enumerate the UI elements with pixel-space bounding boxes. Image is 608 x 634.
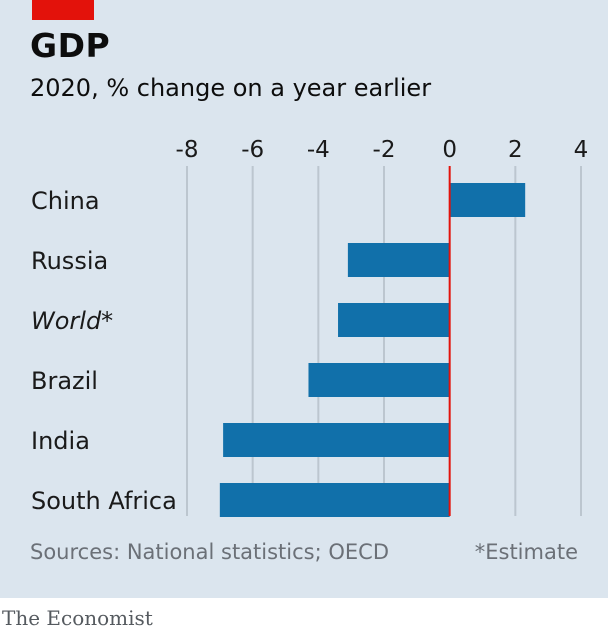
chart-title: GDP xyxy=(30,26,111,65)
bar xyxy=(223,423,450,457)
category-label: South Africa xyxy=(31,487,177,515)
x-tick-label: 4 xyxy=(574,137,589,163)
estimate-footnote: *Estimate xyxy=(474,540,578,564)
source-note: Sources: National statistics; OECD xyxy=(30,540,389,564)
gridlines xyxy=(186,166,582,516)
bar xyxy=(449,183,526,217)
publisher-brand: The Economist xyxy=(2,606,153,630)
bar xyxy=(219,483,450,517)
x-tick-label: -4 xyxy=(307,137,330,163)
category-label: World* xyxy=(31,307,113,335)
chart-subtitle: 2020, % change on a year earlier xyxy=(30,74,432,102)
bar-chart: -8 -6 -4 -2 0 2 4 China Russia World* Brazil India… xyxy=(31,137,589,517)
x-tick-label: -2 xyxy=(373,137,396,163)
x-tick-label: -6 xyxy=(241,137,264,163)
bar xyxy=(347,243,450,277)
brand-red-tag xyxy=(32,0,94,20)
bar xyxy=(308,363,450,397)
x-tick-label: 2 xyxy=(508,137,523,163)
bar xyxy=(338,303,450,337)
category-label: Russia xyxy=(31,247,108,275)
bars xyxy=(219,183,526,517)
category-labels: China Russia World* Brazil India South Africa xyxy=(31,187,177,515)
x-tick-labels: -8 -6 -4 -2 0 2 4 xyxy=(176,137,589,163)
category-label: India xyxy=(31,427,90,455)
x-tick-label: -8 xyxy=(176,137,199,163)
category-label: Brazil xyxy=(31,367,98,395)
x-tick-label: 0 xyxy=(442,137,457,163)
category-label: China xyxy=(31,187,100,215)
